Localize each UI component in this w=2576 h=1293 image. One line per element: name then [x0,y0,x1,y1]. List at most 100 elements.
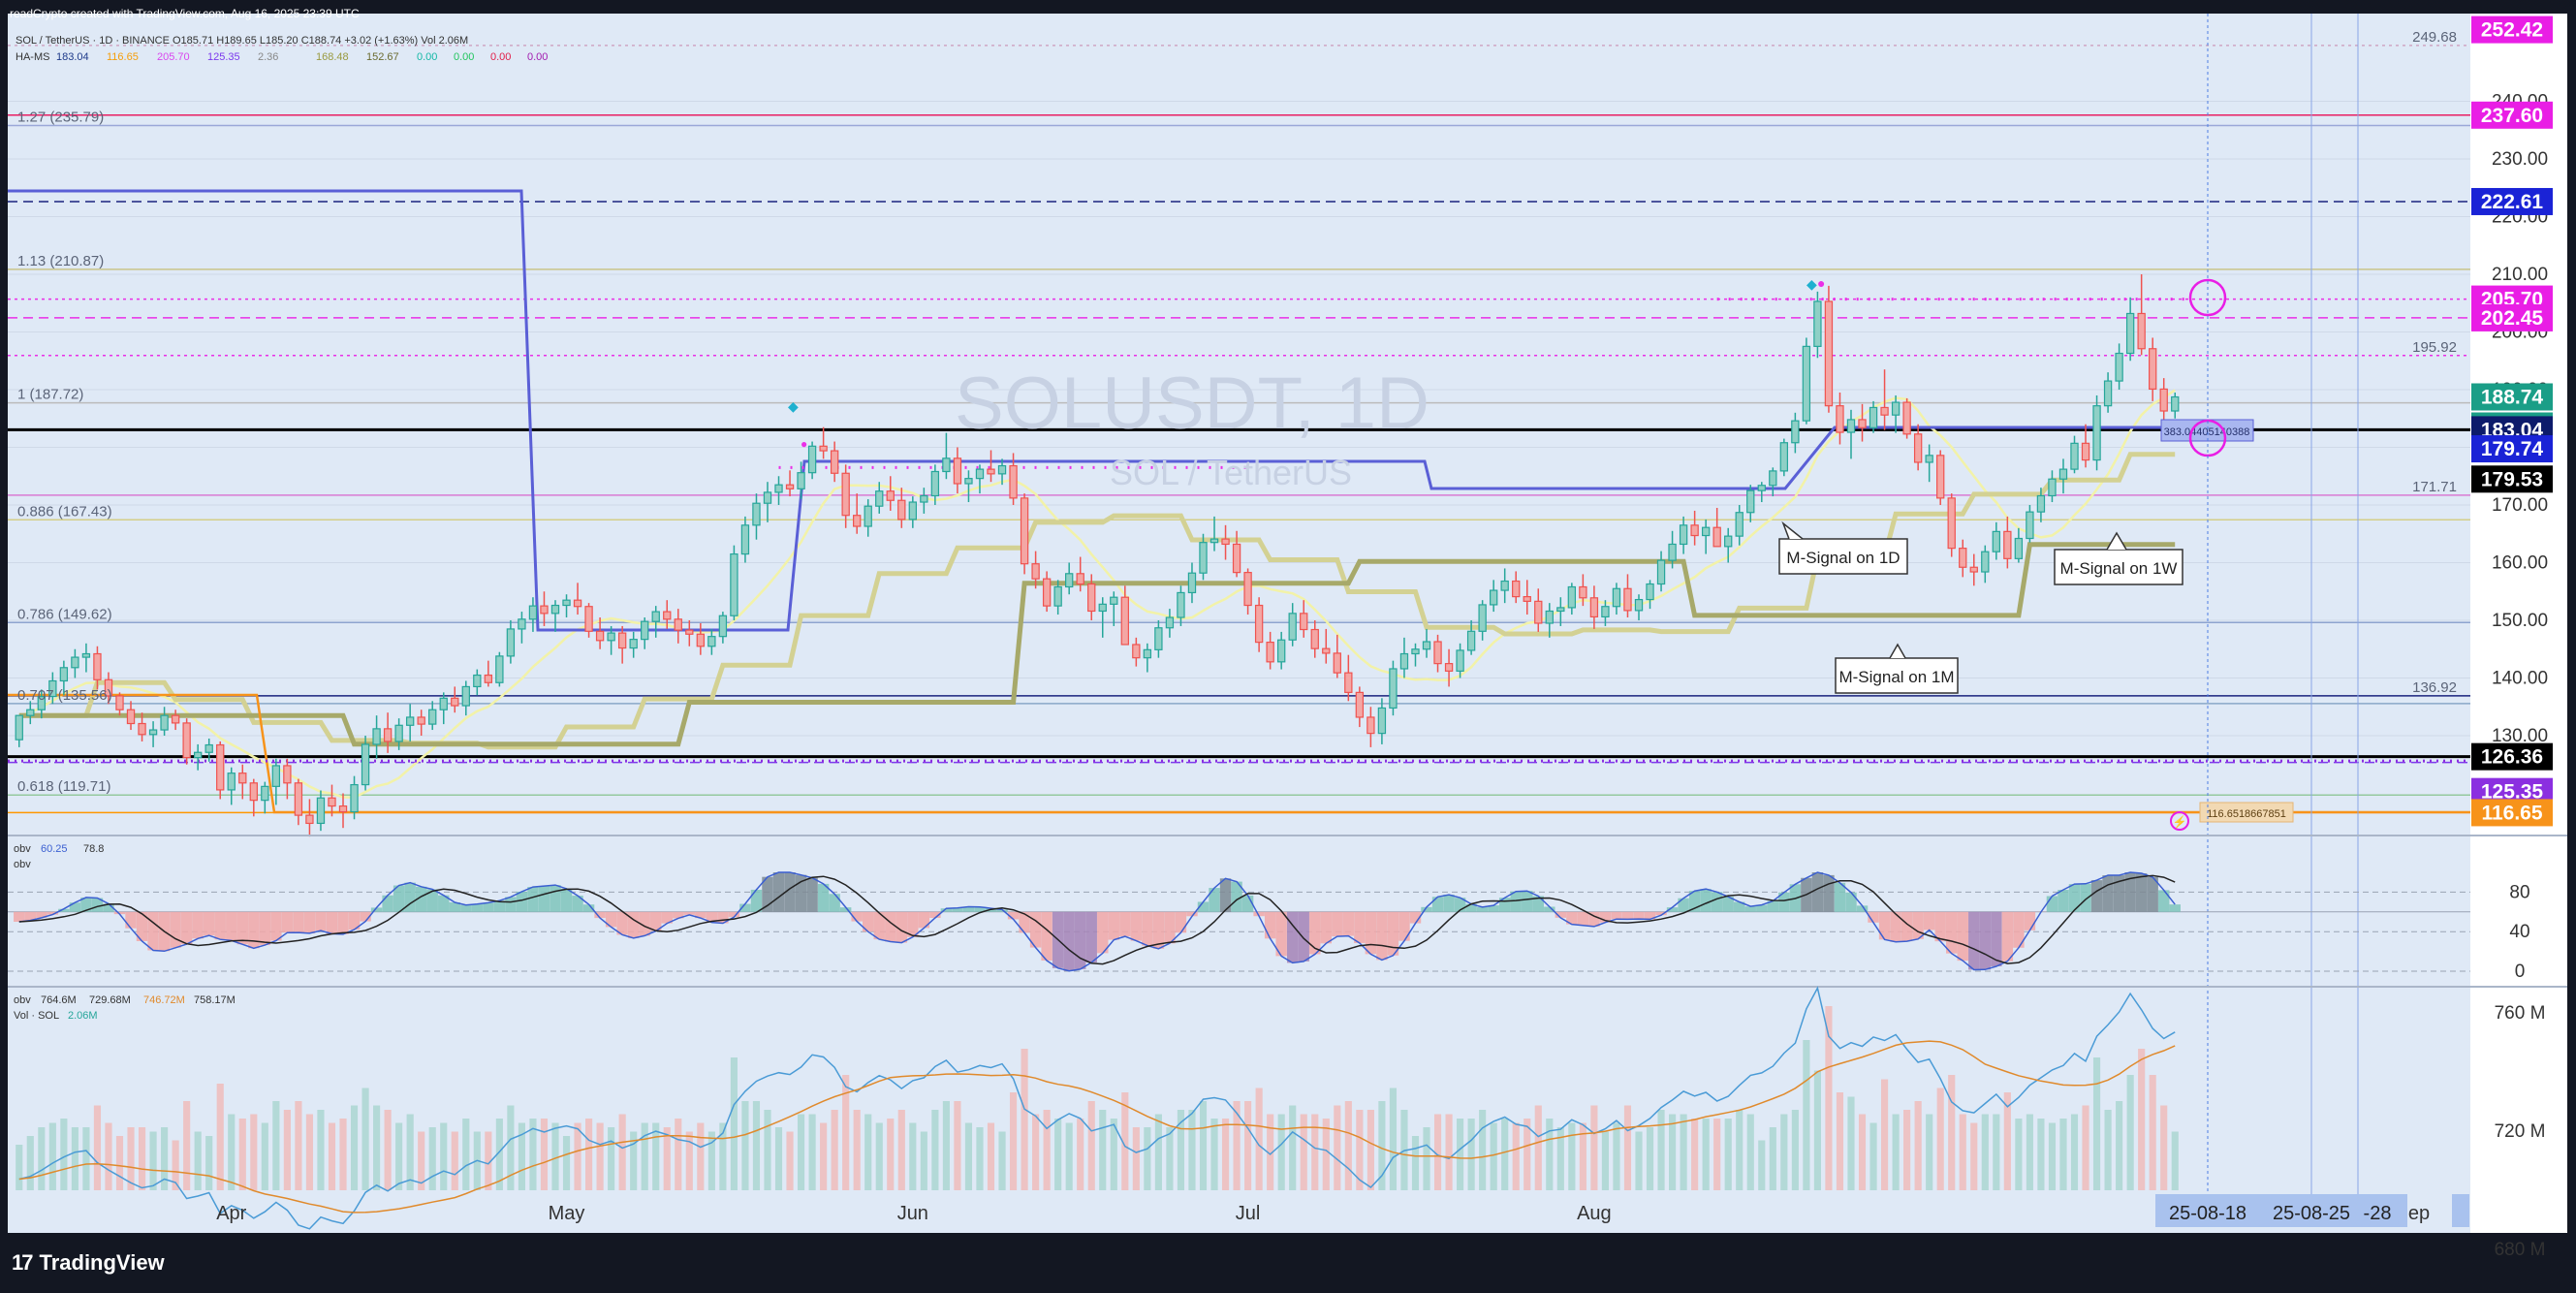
osc-bar [1342,911,1355,936]
volume-bar [1903,1110,1911,1190]
annotation-1w[interactable]: M-Signal on 1W [2054,531,2183,585]
price-box-annotation[interactable]: 383.04405140388 [2160,419,2254,442]
flash-icon [2170,811,2189,831]
volume-bar [1613,1122,1620,1190]
candle-body [528,605,538,620]
volume-bar [71,1127,79,1190]
orange-price-box[interactable]: 116.6518667851 [2199,802,2294,823]
candle-body [1031,563,1040,580]
osc-legend-val1: 60.25 [41,843,68,855]
obv-legend-name[interactable]: obv [14,994,31,1006]
osc-bar [315,911,327,931]
price-axis[interactable]: 240.00230.00220.00210.00200.00190.00180.… [2471,16,2553,827]
candle-body [1802,345,1811,422]
osc-bar [493,900,506,912]
level-labels: 249.68 1.27 (235.79) 1.13 (210.87) 195.92 1 … [17,29,2457,795]
volume-bar [574,1122,581,1190]
osc-bar [538,886,550,912]
volume-bar [1791,1110,1799,1190]
symbol-line[interactable]: SOL / TetherUS · 1D · BINANCE O185.71 H1… [16,35,468,47]
volume-bar [1300,1114,1307,1190]
volume-bar [183,1101,191,1190]
osc-bar [762,876,773,912]
candle-body [1300,613,1308,631]
annotation-1d[interactable]: M-Signal on 1D [1778,520,1908,575]
footer-brand[interactable]: 17 TradingView [12,1250,165,1276]
osc-bar [2135,873,2148,912]
volume-bar [1568,1122,1576,1190]
vol-legend-name[interactable]: Vol · SOL [14,1010,59,1022]
price-tag [2471,435,2553,463]
candle-body [48,679,57,698]
osc-bar [1286,911,1299,963]
volume-bar [1021,1049,1028,1190]
osc-bar [784,872,796,912]
volume-bar [1623,1105,1632,1190]
osc-bar [1678,898,1689,912]
candle-body [394,724,403,742]
candle-body [629,639,638,649]
volume-bar [1433,1114,1442,1190]
osc-bar [1811,872,1824,912]
volume-bar [272,1101,280,1190]
candle-body [584,606,593,632]
volume-bar [1367,1110,1374,1190]
osc-bar [650,911,662,931]
candle-body [15,714,23,741]
candle-body [1925,455,1933,463]
osc-bar [1219,878,1232,912]
volume-bar [1657,1110,1665,1190]
osc-bar [806,877,818,912]
volume-bar [707,1131,715,1190]
time-axis[interactable]: Apr May Jun Jul Aug 25-08-18 25-08-25 -28 ep [216,1194,2469,1227]
volume-bar [1244,1101,1252,1190]
osc-legend-name[interactable]: obv [14,843,31,855]
price-tag [2471,16,2553,44]
candle-body [1310,628,1319,649]
osc-bar [1722,897,1734,912]
osc-bar [1164,911,1176,944]
time-label: Jul [1236,1203,1261,1224]
candle-body [1500,580,1509,591]
candle-body [1154,627,1163,650]
hams-label[interactable]: HA-MS [16,51,49,63]
osc-bar [192,911,204,939]
osc-bar [2090,880,2103,912]
osc-bar [1063,911,1075,971]
candle-body [1456,649,1464,672]
volume-bar [1188,1110,1196,1190]
candle-body [785,484,795,489]
volume-bar [261,1122,268,1190]
osc-bar [80,897,92,912]
price-axis-panel [2470,14,2567,1233]
osc-bar [2080,883,2091,912]
osc-bar [918,911,930,929]
osc-bar [2013,911,2025,948]
level-label: 0.786 (149.62) [17,606,112,622]
candle-body [2159,388,2168,412]
volume-bar [1445,1114,1453,1190]
price-box-label: 383.04405140388 [2164,426,2250,438]
candle-body [595,630,605,642]
candle-body [328,797,336,807]
volume-bar [831,1110,838,1190]
candle-body [1367,716,1375,735]
candle-body [1110,596,1118,605]
volume-bar [1221,1119,1230,1190]
osc-bar [739,903,751,912]
candle-body [2058,468,2068,480]
candle-body [126,709,136,725]
osc-sub-legend: obv [14,859,31,870]
flash-glyph: ⚡ [2173,815,2187,829]
candle-body [1478,604,1487,632]
osc-bar [415,886,427,912]
candle-body [194,751,203,759]
candle-body [853,515,862,527]
annotation-1m[interactable]: M-Signal on 1M [1835,643,1959,694]
osc-bar [370,907,383,912]
level-label: 195.92 [2412,339,2457,356]
candle-body [1612,587,1621,608]
volume-bar [842,1075,850,1190]
candle-body [1556,607,1565,613]
